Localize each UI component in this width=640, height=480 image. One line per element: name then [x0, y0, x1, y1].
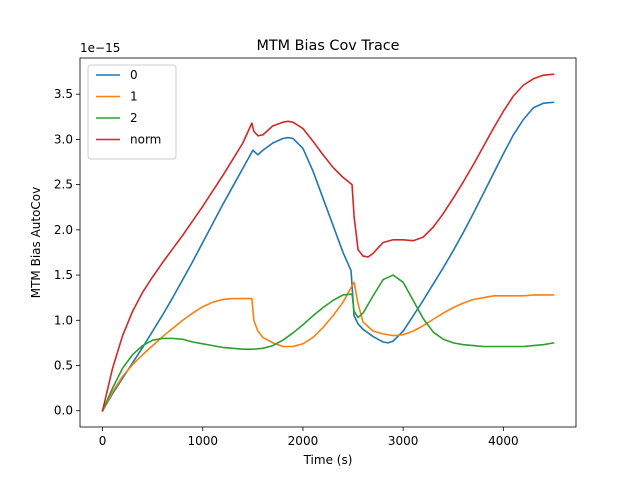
y-axis-label: MTM Bias AutoCov: [29, 187, 43, 299]
legend-label-norm: norm: [130, 133, 161, 147]
legend-label-0: 0: [130, 68, 138, 82]
series-line-2: [101, 274, 555, 412]
y-tick-label: 1.5: [54, 268, 73, 282]
x-tick-label: 2000: [288, 434, 319, 448]
y-tick-label: 0.5: [54, 359, 73, 373]
x-axis-label: Time (s): [303, 453, 353, 467]
legend-label-2: 2: [130, 111, 138, 125]
y-tick-label: 2.0: [54, 223, 73, 237]
y-axis-offset-label: 1e−15: [80, 41, 120, 55]
y-tick-label: 3.5: [54, 87, 73, 101]
x-tick-label: 0: [99, 434, 107, 448]
chart-title: MTM Bias Cov Trace: [256, 38, 399, 54]
y-tick-label: 1.0: [54, 313, 73, 327]
series-line-0: [101, 101, 555, 412]
axes-frame: [79, 57, 577, 428]
x-tick-label: 1000: [187, 434, 218, 448]
legend: 0 1 2 norm: [87, 64, 177, 160]
legend-box: [87, 64, 177, 160]
x-tick-label: 3000: [388, 434, 419, 448]
x-axis: 0 1000 2000 3000 4000: [99, 427, 519, 448]
series-line-norm: [101, 73, 555, 412]
legend-label-1: 1: [130, 90, 138, 104]
plot-area: [101, 73, 555, 412]
series-lines: [101, 73, 555, 412]
x-tick-label: 4000: [488, 434, 519, 448]
y-tick-label: 2.5: [54, 178, 73, 192]
y-axis: 0.0 0.5 1.0 1.5 2.0 2.5 3.0 3.5: [54, 87, 80, 418]
series-line-1: [101, 281, 555, 412]
y-tick-label: 3.0: [54, 132, 73, 146]
y-tick-label: 0.0: [54, 404, 73, 418]
